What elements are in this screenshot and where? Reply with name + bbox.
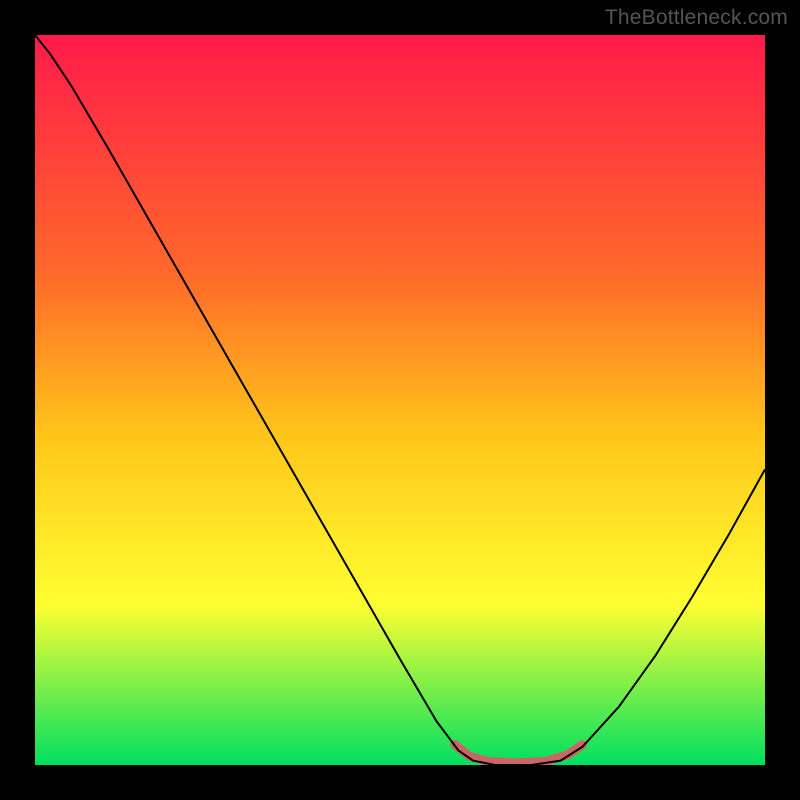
attribution-text: TheBottleneck.com bbox=[605, 6, 788, 30]
bottleneck-curve bbox=[35, 35, 765, 765]
chart-frame: TheBottleneck.com bbox=[0, 0, 800, 800]
curve-layer bbox=[35, 35, 765, 765]
plot-area bbox=[35, 35, 765, 765]
